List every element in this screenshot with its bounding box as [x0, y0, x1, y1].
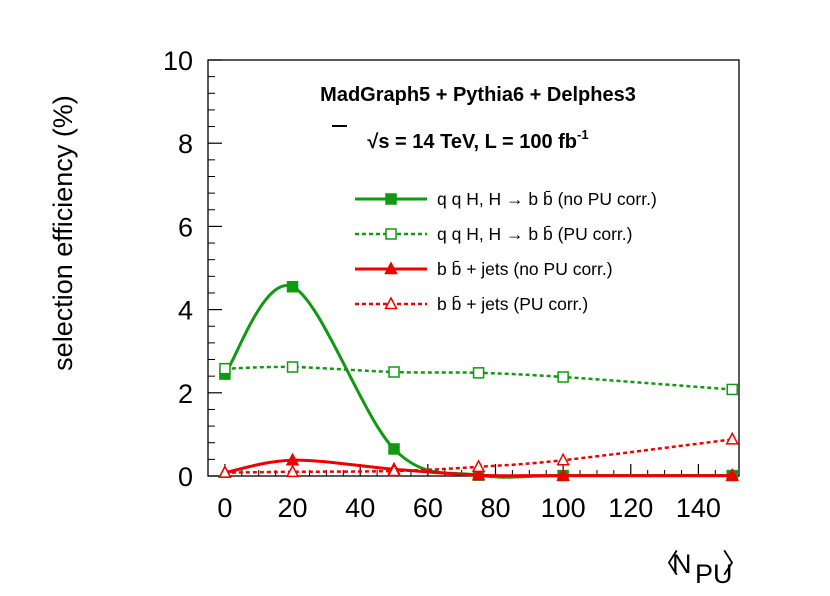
data-point-bb_PU [218, 465, 232, 478]
data-point-bb_PU [725, 431, 739, 445]
legend-marker [385, 228, 397, 240]
data-point-bb_PU [556, 452, 570, 466]
data-point-bb_PU [387, 463, 401, 477]
x-tick-label: 80 [480, 493, 510, 523]
x-tick-label: 60 [413, 493, 443, 523]
x-tick-label: 40 [345, 493, 375, 523]
y-tick-label: 4 [178, 296, 193, 326]
y-tick-label: 2 [178, 379, 193, 409]
data-point-qqH_PU [472, 367, 485, 379]
tick-labels: 0 20 40 60 80 100 120 140 0 2 4 6 8 10 [163, 46, 721, 523]
y-axis-title: selection efficiency (%) [48, 95, 78, 371]
y-tick-label: 0 [178, 462, 193, 492]
legend: q q H, H → b b̄ (no PU corr.) q q H, H → … [355, 189, 657, 314]
legend-label: q q H, H → b b̄ (no PU corr.) [437, 189, 657, 209]
x-tick-label: 0 [217, 493, 232, 523]
legend-entry-bb_PU: b b̄ + jets (PU corr.) [355, 294, 588, 314]
data-point-qqH_noPU [388, 443, 400, 455]
x-tick-label: 140 [676, 493, 721, 523]
data-point-qqH_PU [557, 371, 569, 383]
data-point-bb_noPU [556, 467, 570, 481]
header-line-2: √s = 14 TeV, L = 100 fb-1 [367, 127, 588, 153]
x-axis-n: N [672, 549, 692, 579]
legend-label: b b̄ + jets (no PU corr.) [437, 259, 613, 279]
header-line-1: MadGraph5 + Pythia6 + Delphes3 [320, 84, 636, 106]
series-qqH_PU [219, 361, 738, 396]
legend-marker [385, 193, 397, 205]
x-tick-label: 120 [608, 493, 653, 523]
series-layer [218, 280, 739, 482]
legend-label: b b̄ + jets (PU corr.) [437, 294, 588, 314]
data-point-qqH_noPU [286, 280, 299, 293]
data-point-bb_noPU [725, 467, 739, 481]
data-point-qqH_PU [286, 361, 299, 373]
x-axis-pu-subscript: PU [695, 559, 733, 589]
data-point-bb_noPU [471, 467, 486, 481]
legend-entry-bb_noPU: b b̄ + jets (no PU corr.) [355, 259, 613, 279]
sqrt-symbol: √ [367, 131, 379, 153]
sqrt-s: s [378, 131, 389, 153]
data-point-bb_PU [471, 459, 486, 473]
y-tick-label: 10 [163, 46, 193, 76]
legend-marker [384, 296, 398, 310]
y-tick-label: 8 [178, 129, 193, 159]
legend-entry-qqH_PU: q q H, H → b b̄ (PU corr.) [355, 224, 632, 244]
x-axis-open-bracket: 〈 [652, 549, 679, 579]
energy-lumi: = 14 TeV, L = 100 fb [390, 131, 578, 153]
legend-label: q q H, H → b b̄ (PU corr.) [437, 224, 632, 244]
legend-marker [384, 261, 398, 275]
data-point-qqH_PU [388, 366, 400, 378]
x-tick-label: 20 [278, 493, 308, 523]
y-tick-label: 6 [178, 212, 193, 242]
data-point-bb_PU [285, 464, 300, 478]
x-tick-label: 100 [541, 493, 586, 523]
lumi-exponent: -1 [577, 127, 589, 142]
x-axis-title: 〈 N PU 〉 [652, 549, 749, 589]
series-bb_PU [218, 431, 739, 478]
data-point-qqH_PU [219, 362, 231, 375]
legend-entry-qqH_noPU: q q H, H → b b̄ (no PU corr.) [355, 189, 657, 209]
data-point-qqH_PU [726, 383, 738, 396]
x-axis-close-bracket: 〉 [722, 549, 749, 579]
series-line-qqH_noPU [223, 284, 733, 479]
